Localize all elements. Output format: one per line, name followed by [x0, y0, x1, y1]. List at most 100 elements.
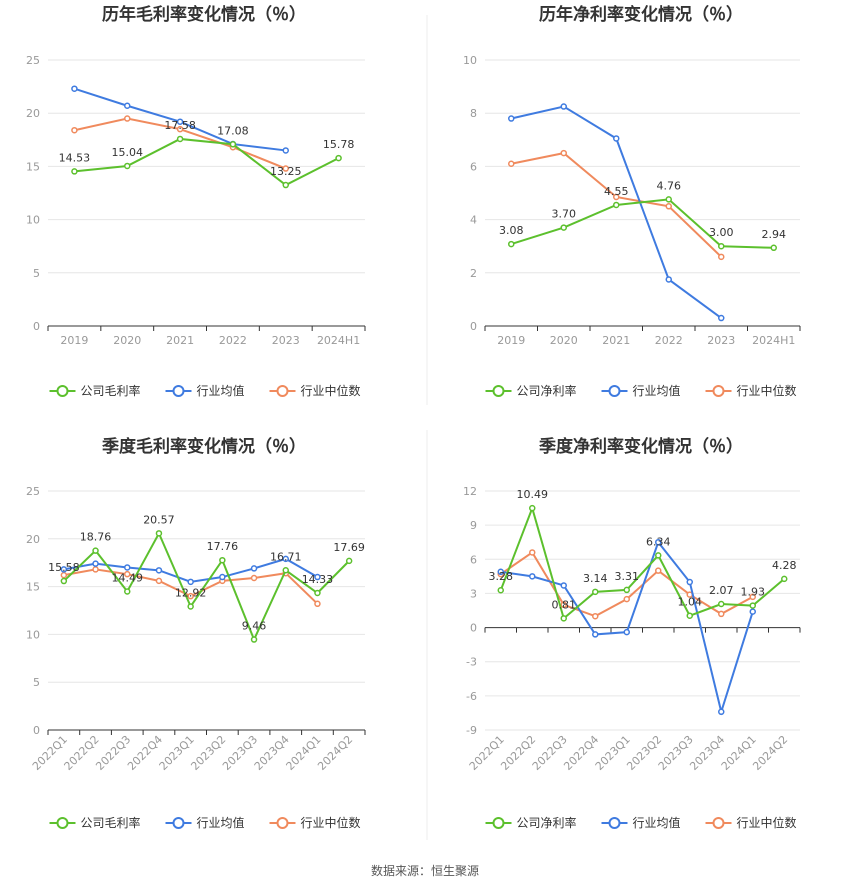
- chart4-point-company: [560, 615, 567, 622]
- chart1-x-tick: 2023: [272, 334, 300, 347]
- chart3-point-avg: [155, 567, 163, 574]
- chart3-point-company: [92, 547, 99, 554]
- chart3-point-median: [314, 600, 321, 608]
- chart4-point-median: [623, 595, 630, 603]
- chart2-legend-marker-company: [492, 385, 505, 397]
- chart2-point-company: [770, 244, 777, 252]
- chart3-point-company: [124, 588, 131, 595]
- chart3-y-tick: 15: [26, 581, 40, 594]
- chart1-point-company: [176, 135, 184, 143]
- chart3-data-label: 12.92: [175, 586, 207, 599]
- chart4-point-company: [655, 552, 662, 559]
- chart4-point-company: [686, 612, 693, 619]
- chart1-y-tick: 0: [33, 320, 40, 333]
- chart3-point-avg: [250, 565, 258, 572]
- chart4-data-label: 10.49: [517, 488, 549, 501]
- chart4-data-label: 1.04: [678, 596, 703, 609]
- chart4-y-tick: 3: [470, 587, 477, 600]
- chart2-y-tick: 2: [470, 267, 477, 280]
- chart4-y-tick: 6: [470, 553, 477, 566]
- chart3-data-label: 9.46: [242, 620, 267, 633]
- chart4-legend-label-avg: 行业均值: [633, 815, 681, 830]
- chart3-point-median: [124, 570, 131, 578]
- chart3-data-label: 14.33: [302, 573, 334, 586]
- chart2-title: 历年净利率变化情况（％）: [539, 4, 743, 25]
- chart3-point-avg: [282, 555, 289, 563]
- chart4-point-avg: [529, 573, 536, 580]
- chart4-data-label: 1.93: [741, 586, 766, 599]
- chart3-point-median: [250, 574, 258, 582]
- chart2-y-tick: 0: [470, 320, 477, 333]
- chart1-line-company: [74, 137, 340, 187]
- chart4-legend-marker-avg: [608, 817, 621, 829]
- chart1-y-tick: 15: [26, 160, 40, 173]
- chart4-y-tick: 0: [470, 622, 477, 635]
- chart3-legend-label-avg: 行业均值: [197, 815, 245, 830]
- chart4-point-avg: [718, 708, 725, 716]
- chart3-point-avg: [219, 573, 226, 581]
- chart1-x-tick: 2020: [113, 334, 141, 347]
- chart1-point-company: [282, 181, 289, 189]
- chart2-point-median: [718, 253, 725, 261]
- chart2-legend-marker-median: [712, 385, 725, 397]
- chart4-point-avg: [686, 578, 693, 586]
- chart3-legend-marker-median: [276, 817, 289, 829]
- chart4-point-avg: [655, 538, 662, 546]
- chart1-point-median: [282, 165, 289, 172]
- chart3-legend-label-median: 行业中位数: [301, 815, 361, 830]
- chart4-line-avg: [500, 540, 754, 716]
- chart1-y-tick: 10: [26, 214, 40, 227]
- chart3-line-company: [63, 531, 350, 643]
- chart4-y-tick: -3: [466, 656, 477, 669]
- chart2-point-avg: [665, 276, 672, 283]
- chart3-point-company: [60, 577, 68, 585]
- chart4-data-label: 6.34: [646, 535, 671, 548]
- chart1-legend-label-company: 公司毛利率: [81, 383, 141, 398]
- chart1-point-median: [124, 115, 131, 122]
- chart4-point-median: [655, 567, 662, 574]
- chart1-x-tick: 2024H1: [317, 334, 360, 347]
- chart2-y-tick: 8: [470, 107, 477, 120]
- chart2-legend-marker-avg: [608, 385, 621, 397]
- chart4-data-label: 2.07: [709, 584, 734, 597]
- chart2-y-tick: 6: [470, 160, 477, 173]
- chart4-data-label: 4.28: [772, 559, 797, 572]
- chart1-data-label: 15.78: [323, 138, 355, 151]
- chart3-y-tick: 5: [33, 676, 40, 689]
- chart4-point-company: [749, 602, 756, 609]
- chart3-data-label: 14.49: [112, 571, 144, 584]
- chart1-x-tick: 2022: [219, 334, 247, 347]
- chart2-legend-label-median: 行业中位数: [737, 383, 797, 398]
- chart4-data-label: 0.81: [552, 598, 577, 611]
- chart3-y-tick: 0: [33, 724, 40, 737]
- chart1-data-label: 17.58: [164, 119, 196, 132]
- chart2-x-tick: 2021: [602, 334, 630, 347]
- chart3-point-company: [250, 636, 258, 643]
- chart2-point-avg: [613, 135, 620, 142]
- chart1-point-median: [71, 126, 78, 134]
- chart2-point-median: [665, 203, 672, 210]
- chart4-y-tick: -9: [466, 724, 477, 737]
- chart1-point-avg: [176, 118, 184, 125]
- chart4-point-company: [781, 575, 788, 583]
- chart2-x-tick: 2020: [550, 334, 578, 347]
- chart3-point-company: [155, 530, 163, 537]
- chart3-point-company: [219, 556, 226, 564]
- chart4-point-company: [623, 586, 630, 594]
- chart2-point-company: [665, 196, 672, 203]
- chart2-data-label: 2.94: [762, 228, 787, 241]
- chart1-point-median: [176, 125, 184, 133]
- chart4-point-company: [529, 504, 536, 512]
- chart3-data-label: 17.76: [207, 540, 239, 553]
- chart4-x-tick: 2024Q2: [750, 733, 790, 773]
- chart2-x-tick: 2022: [655, 334, 683, 347]
- chart4-y-tick: 12: [463, 485, 477, 498]
- chart3-data-label: 18.76: [80, 531, 112, 544]
- chart4-data-label: 3.14: [583, 572, 608, 585]
- chart4-title: 季度净利率变化情况（％）: [539, 436, 743, 457]
- chart2-point-avg: [560, 103, 567, 110]
- chart2-point-avg: [718, 314, 725, 322]
- chart4-point-company: [592, 588, 599, 596]
- chart4-legend-marker-company: [492, 817, 505, 829]
